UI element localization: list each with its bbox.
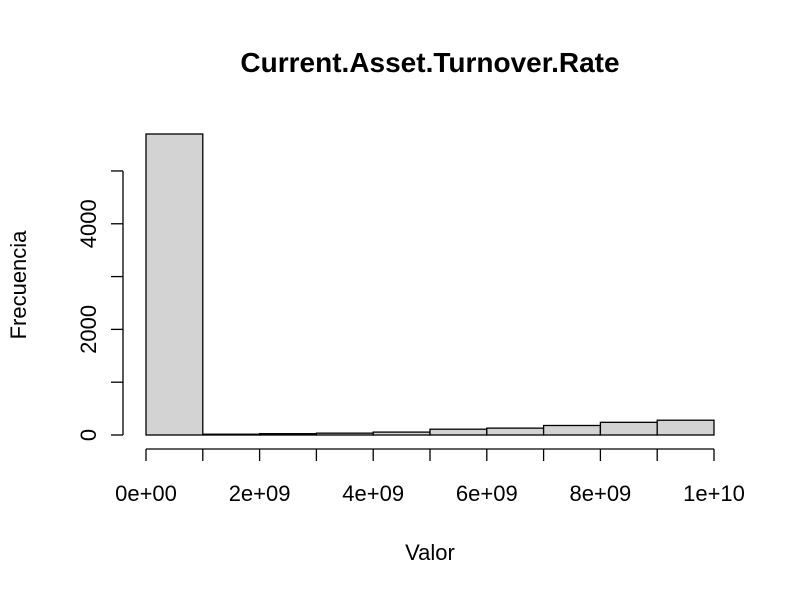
y-tick-label: 4000 [76,199,101,248]
x-tick-label: 8e+09 [570,481,632,506]
histogram-bar [145,133,204,436]
histogram-bar [599,421,658,436]
x-tick-label: 0e+00 [115,481,177,506]
chart-title: Current.Asset.Turnover.Rate [240,47,619,78]
y-tick-label: 2000 [76,305,101,354]
x-tick-label: 2e+09 [229,481,291,506]
y-tick-label: 0 [76,429,101,441]
histogram-bar [542,424,602,436]
histogram-bar [258,433,318,436]
x-axis-label: Valor [405,540,455,565]
x-axis: 0e+00 2e+09 4e+09 6e+09 8e+09 1e+10 [115,448,745,506]
x-tick-label: 1e+10 [683,481,745,506]
histogram-bar [429,428,488,436]
y-axis-label: Frecuencia [6,230,31,340]
histogram-bar [372,431,431,436]
bars-group [145,133,715,436]
histogram-bar [202,433,261,436]
histogram-bar [656,419,715,436]
x-tick-label: 6e+09 [456,481,518,506]
histogram-bar [315,432,374,436]
x-tick-label: 4e+09 [342,481,404,506]
histogram-bar [486,427,545,436]
y-axis: 0 2000 4000 [76,170,124,441]
